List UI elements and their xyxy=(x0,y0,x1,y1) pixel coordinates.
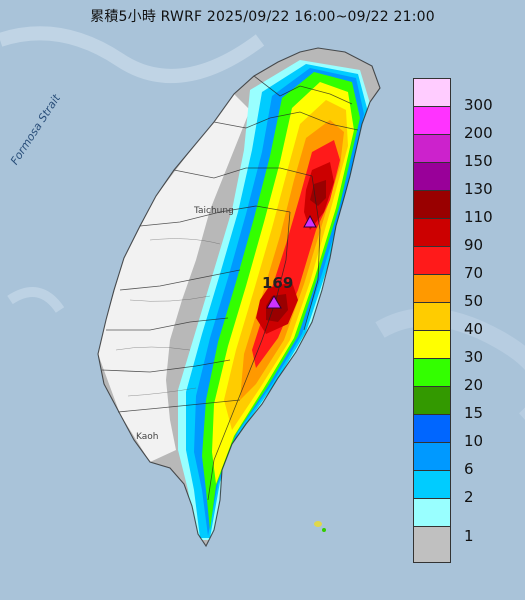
legend-label: 70 xyxy=(464,264,484,282)
legend-swatch xyxy=(414,415,450,443)
legend-swatch xyxy=(414,247,450,275)
city-label-taichung: Taichung xyxy=(194,206,234,216)
legend-label: 130 xyxy=(464,180,493,198)
legend-swatch xyxy=(414,499,450,527)
legend-swatch xyxy=(414,79,450,107)
legend-label: 15 xyxy=(464,404,484,422)
legend-label: 20 xyxy=(464,376,484,394)
legend-swatch xyxy=(414,331,450,359)
legend-label: 40 xyxy=(464,320,484,338)
max-marker-triangle xyxy=(266,295,282,309)
city-label-kaohsiung: Kaoh xyxy=(136,432,159,442)
legend-label: 2 xyxy=(464,488,474,506)
legend-swatch xyxy=(414,303,450,331)
rainfall-legend xyxy=(413,78,451,563)
legend-label: 90 xyxy=(464,236,484,254)
legend-swatch xyxy=(414,359,450,387)
legend-label: 150 xyxy=(464,152,493,170)
max-value-label: 169 xyxy=(262,274,294,292)
map-title: 累積5小時 RWRF 2025/09/22 16:00~09/22 21:00 xyxy=(90,9,435,25)
legend-swatch xyxy=(414,275,450,303)
secondary-marker-triangle xyxy=(303,214,317,228)
legend-label: 300 xyxy=(464,96,493,114)
legend-swatch xyxy=(414,107,450,135)
legend-label: 110 xyxy=(464,208,493,226)
legend-swatch xyxy=(414,471,450,499)
legend-label: 1 xyxy=(464,527,474,545)
legend-swatch xyxy=(414,387,450,415)
legend-label: 30 xyxy=(464,348,484,366)
legend-swatch xyxy=(414,219,450,247)
legend-swatch xyxy=(414,443,450,471)
legend-label: 50 xyxy=(464,292,484,310)
legend-label: 10 xyxy=(464,432,484,450)
legend-swatch xyxy=(414,527,450,562)
legend-label: 6 xyxy=(464,460,474,478)
legend-swatch xyxy=(414,135,450,163)
legend-swatch xyxy=(414,163,450,191)
legend-label: 200 xyxy=(464,124,493,142)
legend-swatch xyxy=(414,191,450,219)
